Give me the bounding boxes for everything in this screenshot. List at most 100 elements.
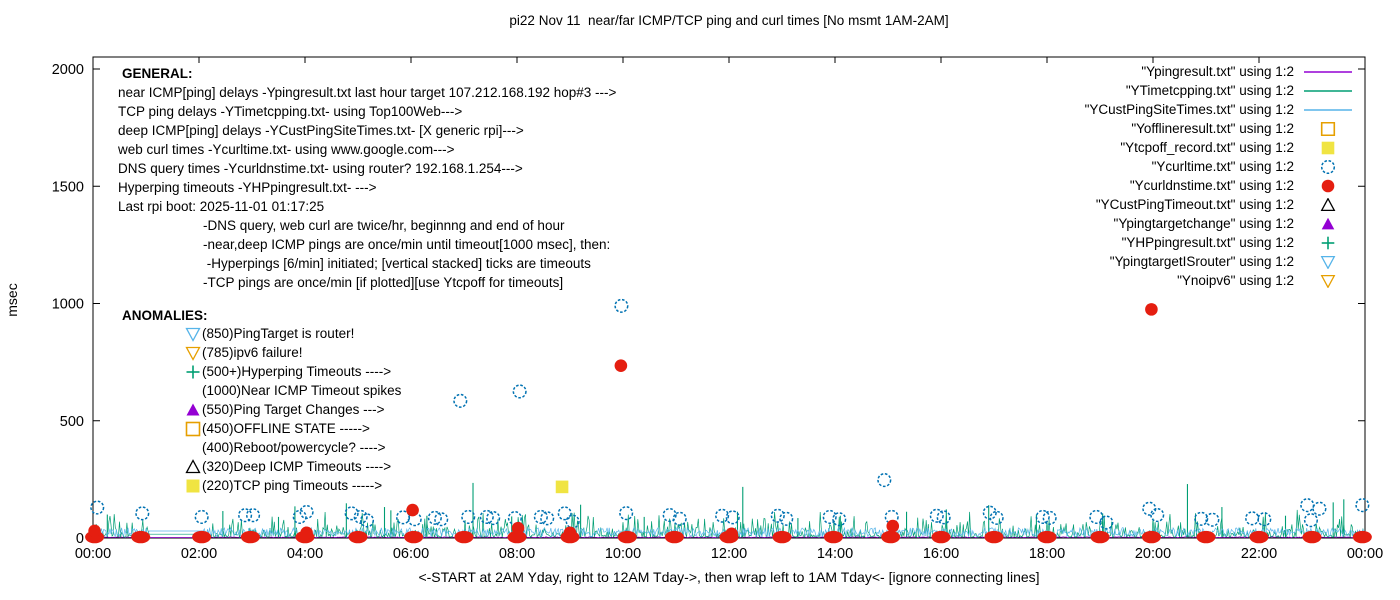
line-icon <box>1304 70 1352 73</box>
open-square-icon <box>185 421 201 436</box>
anomaly-item: (850)PingTarget is router! <box>185 324 354 343</box>
legend-label: "Ynoipv6" using 1:2 <box>1177 273 1294 288</box>
general-line: Hyperping timeouts -YHPpingresult.txt- -… <box>118 180 377 195</box>
anomaly-item: (400)Reboot/powercycle? ----> <box>185 438 385 457</box>
svg-text:00:00: 00:00 <box>1347 546 1383 562</box>
open-triangle-down-icon <box>1320 255 1336 269</box>
open-square-icon <box>1320 121 1336 136</box>
chart-title: pi22 Nov 11 near/far ICMP/TCP ping and c… <box>509 13 949 28</box>
svg-text:04:00: 04:00 <box>287 546 323 562</box>
anomaly-item: (450)OFFLINE STATE -----> <box>185 419 370 438</box>
anomaly-item: (785)ipv6 failure! <box>185 343 303 362</box>
anomaly-text: (450)OFFLINE STATE -----> <box>202 421 370 436</box>
svg-text:1500: 1500 <box>52 179 84 195</box>
anomaly-item: (220)TCP ping Timeouts -----> <box>185 476 382 495</box>
svg-text:00:00: 00:00 <box>75 546 111 562</box>
svg-text:10:00: 10:00 <box>605 546 641 562</box>
anomaly-text: (500+)Hyperping Timeouts ----> <box>202 364 392 379</box>
svg-text:0: 0 <box>76 531 84 547</box>
open-triangle-down-icon <box>1320 274 1336 288</box>
svg-text:16:00: 16:00 <box>923 546 959 562</box>
anomaly-text: (320)Deep ICMP Timeouts ----> <box>202 459 392 474</box>
legend-row: "Yofflineresult.txt" using 1:2 <box>1085 119 1356 138</box>
legend-row: "Ytcpoff_record.txt" using 1:2 <box>1085 138 1356 157</box>
general-line: Last rpi boot: 2025-11-01 01:17:25 <box>118 199 325 214</box>
general-line: TCP ping delays -YTimetcpping.txt- using… <box>118 104 463 119</box>
legend: "Ypingresult.txt" using 1:2 "YTimetcpping… <box>1085 62 1356 290</box>
filled-circle-icon <box>1321 179 1335 192</box>
anomaly-spacer <box>185 440 201 456</box>
anomaly-spacer <box>185 383 201 399</box>
legend-row: "Ycurldnstime.txt" using 1:2 <box>1085 176 1356 195</box>
plus-icon <box>1321 236 1335 249</box>
general-indented-line: -DNS query, web curl are twice/hr, begin… <box>203 218 565 233</box>
svg-text:14:00: 14:00 <box>817 546 853 562</box>
general-indented-line: -Hyperpings [6/min] initiated; [vertical… <box>203 256 591 271</box>
legend-label: "YCustPingTimeout.txt" using 1:2 <box>1095 197 1294 212</box>
legend-label: "YTimetcpping.txt" using 1:2 <box>1125 83 1294 98</box>
filled-triangle-up-icon <box>186 403 200 416</box>
legend-label: "Ypingresult.txt" using 1:2 <box>1141 64 1294 79</box>
series-Ytcpoffrecordtxt <box>555 480 569 494</box>
series-Ycurldnstimetxt <box>85 303 1372 544</box>
anomaly-text: (1000)Near ICMP Timeout spikes <box>202 383 402 398</box>
x-axis-label: <-START at 2AM Yday, right to 12AM Tday-… <box>418 569 1040 585</box>
legend-label: "Ycurldnstime.txt" using 1:2 <box>1129 178 1294 193</box>
svg-text:500: 500 <box>60 414 84 430</box>
svg-text:02:00: 02:00 <box>181 546 217 562</box>
general-line: near ICMP[ping] delays -Ypingresult.txt … <box>118 85 617 100</box>
anomaly-item: (320)Deep ICMP Timeouts ----> <box>185 457 391 476</box>
general-line: deep ICMP[ping] delays -YCustPingSiteTim… <box>118 123 524 138</box>
open-triangle-down-icon <box>185 327 201 342</box>
legend-label: "YHPpingresult.txt" using 1:2 <box>1121 235 1294 250</box>
anomaly-text: (850)PingTarget is router! <box>202 326 355 341</box>
legend-row: "Ynoipv6" using 1:2 <box>1085 271 1356 290</box>
legend-row: "YCustPingSiteTimes.txt" using 1:2 <box>1085 100 1356 119</box>
svg-text:1000: 1000 <box>52 297 84 313</box>
legend-row: "Ypingresult.txt" using 1:2 <box>1085 62 1356 81</box>
svg-text:2000: 2000 <box>52 62 84 78</box>
svg-text:22:00: 22:00 <box>1241 546 1277 562</box>
legend-row: "Ycurltime.txt" using 1:2 <box>1085 157 1356 176</box>
line-icon <box>1304 89 1352 92</box>
anomaly-text: (400)Reboot/powercycle? ----> <box>202 440 386 455</box>
filled-square-icon <box>1321 141 1335 154</box>
legend-row: "YHPpingresult.txt" using 1:2 <box>1085 233 1356 252</box>
legend-row: "YTimetcpping.txt" using 1:2 <box>1085 81 1356 100</box>
legend-row: "Ypingtargetchange" using 1:2 <box>1085 214 1356 233</box>
legend-label: "Yofflineresult.txt" using 1:2 <box>1131 121 1294 136</box>
legend-row: "YpingtargetISrouter" using 1:2 <box>1085 252 1356 271</box>
anomaly-item: (1000)Near ICMP Timeout spikes <box>185 381 401 400</box>
line-icon <box>1304 108 1352 111</box>
svg-text:20:00: 20:00 <box>1135 546 1171 562</box>
legend-label: "Ytcpoff_record.txt" using 1:2 <box>1120 140 1294 155</box>
open-triangle-up-icon <box>185 458 201 473</box>
anomaly-text: (550)Ping Target Changes ---> <box>202 402 385 417</box>
anomaly-text: (785)ipv6 failure! <box>202 345 303 360</box>
legend-label: "YCustPingSiteTimes.txt" using 1:2 <box>1084 102 1294 117</box>
svg-text:18:00: 18:00 <box>1029 546 1065 562</box>
anomaly-item: (550)Ping Target Changes ---> <box>185 400 384 419</box>
series-Ycurltimetxt <box>90 298 1370 530</box>
svg-text:12:00: 12:00 <box>711 546 747 562</box>
open-circle-icon <box>1320 159 1336 174</box>
general-line: DNS query times -Ycurldnstime.txt- using… <box>118 161 523 176</box>
filled-square-icon <box>186 479 200 492</box>
anomaly-item: (500+)Hyperping Timeouts ----> <box>185 362 391 381</box>
anomaly-text: (220)TCP ping Timeouts -----> <box>202 478 383 493</box>
general-indented-line: -TCP pings are once/min [if plotted][use… <box>203 275 564 290</box>
legend-label: "YpingtargetISrouter" using 1:2 <box>1109 254 1294 269</box>
legend-label: "Ycurltime.txt" using 1:2 <box>1151 159 1294 174</box>
svg-text:06:00: 06:00 <box>393 546 429 562</box>
general-indented-line: -near,deep ICMP pings are once/min until… <box>203 237 611 252</box>
svg-text:08:00: 08:00 <box>499 546 535 562</box>
general-line: web curl times -Ycurltime.txt- using www… <box>118 142 455 157</box>
legend-row: "YCustPingTimeout.txt" using 1:2 <box>1085 195 1356 214</box>
legend-label: "Ypingtargetchange" using 1:2 <box>1113 216 1294 231</box>
anomalies-heading: ANOMALIES: <box>122 308 208 323</box>
filled-triangle-up-icon <box>1321 217 1335 229</box>
plus-icon <box>186 365 200 378</box>
open-triangle-down-icon <box>185 346 201 361</box>
